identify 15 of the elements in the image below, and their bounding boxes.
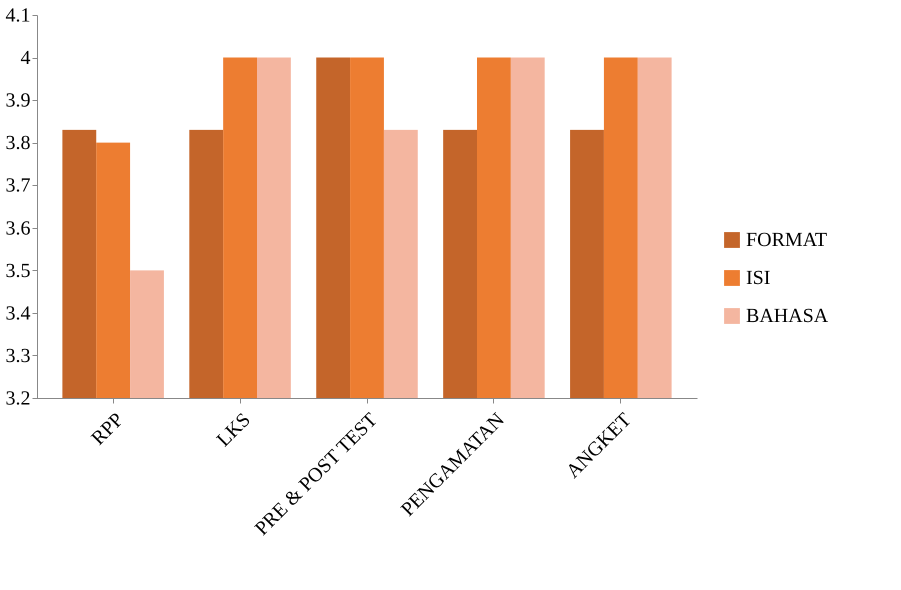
legend-label: FORMAT <box>746 229 828 251</box>
y-tick-label: 3.4 <box>6 302 30 324</box>
y-tick-label: 3.2 <box>6 388 30 410</box>
y-tick-label: 3.7 <box>6 174 30 197</box>
y-tick-label: 4.1 <box>6 4 30 26</box>
y-tick-label: 3.8 <box>6 132 30 154</box>
y-tick-label: 4 <box>20 47 30 70</box>
y-tick-label: 3.5 <box>6 260 30 282</box>
legend-label: ISI <box>746 267 770 289</box>
x-tick-label: LKS <box>212 408 255 452</box>
x-tick-label: RPP <box>87 408 128 450</box>
y-tick-label: 3.3 <box>6 344 30 367</box>
legend-label: BAHASA <box>746 305 829 327</box>
y-tick-label: 3.6 <box>6 217 30 240</box>
y-tick-label: 3.9 <box>6 90 30 112</box>
